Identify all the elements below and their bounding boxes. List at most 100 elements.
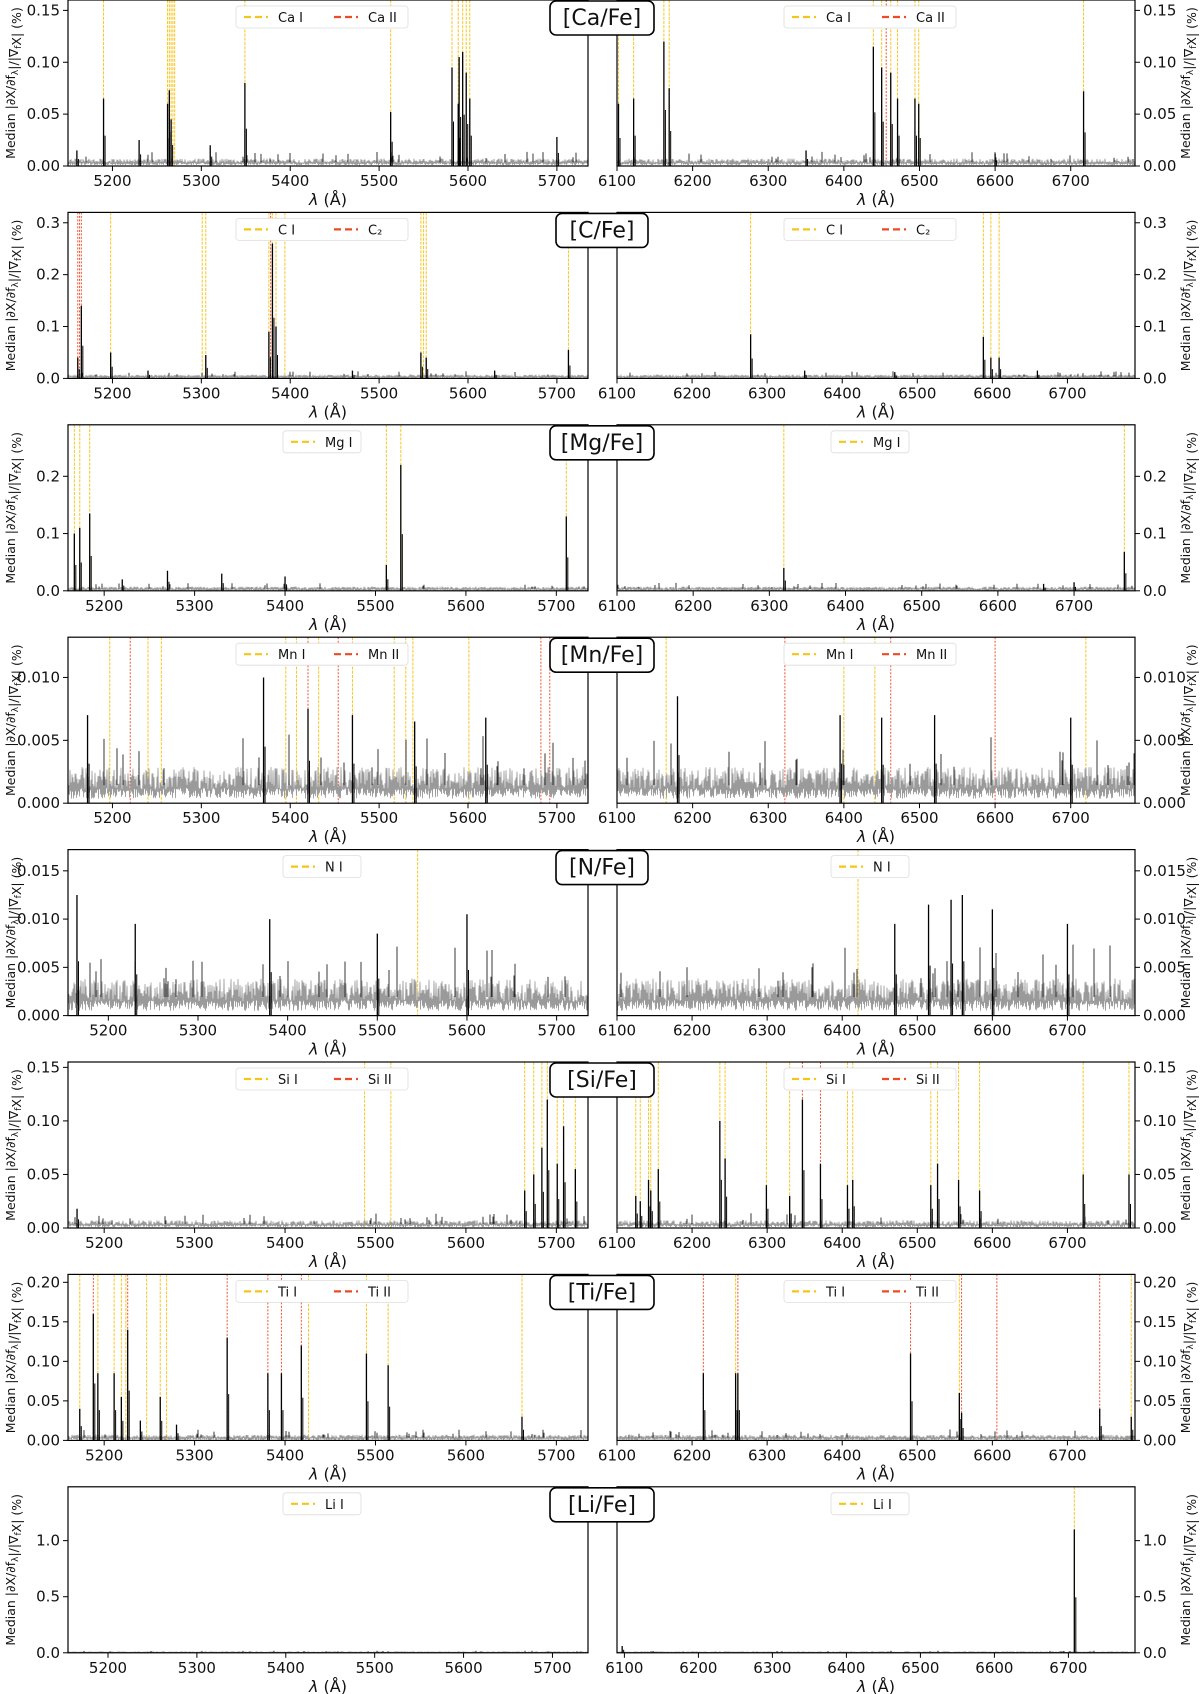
x-tick-label: 5700 [538, 1022, 576, 1040]
y-axis-label: Median |∂X/∂fλ|/|∇fX| (%) [1178, 1069, 1199, 1221]
x-tick-label: 6400 [826, 597, 864, 615]
x-tick-label: 5700 [537, 1446, 575, 1464]
signal-trace [641, 1650, 1095, 1653]
x-tick-label: 6200 [674, 597, 712, 615]
legend-box [783, 5, 957, 29]
legend-box [783, 217, 957, 241]
y-tick-label: 0.010 [1143, 668, 1186, 686]
y-tick-label: 0.00 [1143, 157, 1176, 175]
y-axis-label: Median |∂X/∂fλ|/|∇fX| (%) [1178, 220, 1199, 372]
x-tick-label: 6300 [748, 1234, 786, 1252]
panel-row-tife: 5200 5300 5400 5500 5600 5700 λ (Å) 0.00 0.05 0.1… [3, 1273, 1199, 1483]
panel-title-text: [Si/Fe] [567, 1068, 637, 1093]
x-tick-label: 6300 [750, 597, 788, 615]
x-axis-label: λ (Å) [308, 1040, 347, 1059]
x-tick-label: 5200 [89, 1022, 127, 1040]
x-tick-label: 6400 [825, 172, 863, 190]
y-tick-label: 0.10 [27, 1352, 60, 1370]
x-tick-label: 6200 [674, 172, 712, 190]
legend: Ca I Ca II [783, 5, 957, 29]
legend: Ti I Ti II [235, 1280, 409, 1303]
plot-area [68, 424, 588, 591]
legend-box [783, 642, 957, 666]
x-tick-label: 6600 [973, 1022, 1011, 1040]
plot-frame [67, 1061, 589, 1229]
plot-right: 6100 6200 6300 6400 6500 6600 6700 λ (Å) 0.00 0.0… [598, 1058, 1199, 1271]
x-axis-label: λ (Å) [308, 1252, 347, 1271]
panel-row-cfe: 5200 5300 5400 5500 5600 5700 λ (Å) 0.0 0.1 0.2 0.… [3, 211, 1199, 421]
noise-trace [68, 158, 588, 166]
plot-left: 5200 5300 5400 5500 5600 5700 λ (Å) 0.00 0.05 0.1… [3, 0, 589, 209]
x-tick-label: 5200 [85, 1234, 123, 1252]
y-tick-label: 0.00 [27, 1431, 60, 1449]
y-tick-label: 0.1 [36, 318, 60, 336]
x-tick-label: 6500 [901, 1659, 939, 1677]
legend-label: Si I [278, 1073, 298, 1088]
panel-title-text: [N/Fe] [569, 856, 635, 881]
legend-label: Ti II [367, 1285, 391, 1300]
x-tick-label: 6200 [673, 384, 711, 402]
x-tick-label: 6500 [898, 1022, 936, 1040]
plot-area [617, 212, 1135, 379]
legend-label: C₂ [916, 223, 930, 238]
x-tick-label: 5200 [85, 597, 123, 615]
x-tick-label: 6500 [900, 809, 938, 827]
y-tick-label: 0.000 [1143, 1007, 1186, 1025]
x-tick-label: 5600 [447, 597, 485, 615]
legend-label: N I [325, 861, 343, 876]
x-axis-label: λ (Å) [856, 190, 895, 209]
legend-label: Mg I [325, 436, 352, 451]
plot-left: 5200 5300 5400 5500 5600 5700 λ (Å) 0.000 0.005 0… [3, 636, 589, 846]
x-tick-label: 5600 [444, 1659, 482, 1677]
x-tick-label: 6100 [598, 1446, 636, 1464]
legend: Li I [830, 1492, 910, 1516]
y-tick-label: 0.005 [17, 731, 60, 749]
plot-frame [67, 0, 589, 167]
noise-trace [68, 585, 588, 591]
x-tick-label: 5200 [93, 809, 131, 827]
x-axis-label: λ (Å) [308, 190, 347, 209]
legend-box [235, 642, 409, 666]
y-tick-label: 0.00 [27, 1219, 60, 1237]
x-tick-label: 6700 [1048, 1446, 1086, 1464]
legend-label: C I [826, 223, 843, 238]
legend-label: Ca II [368, 11, 397, 26]
plot-frame [616, 0, 1136, 167]
y-tick-label: 0.000 [1143, 794, 1186, 812]
title-box [555, 212, 649, 249]
x-tick-label: 6700 [1052, 172, 1090, 190]
legend-box [235, 5, 409, 29]
y-tick-label: 0.0 [1143, 369, 1167, 387]
y-axis-label: Median |∂X/∂fλ|/|∇fX| (%) [3, 1494, 24, 1646]
y-axis-label: Median |∂X/∂fλ|/|∇fX| (%) [3, 1282, 24, 1434]
legend-box [783, 1067, 957, 1091]
y-tick-label: 0.05 [27, 1392, 60, 1410]
x-tick-label: 5700 [537, 597, 575, 615]
x-tick-label: 5500 [360, 384, 398, 402]
panel-title: [Mg/Fe] [549, 424, 655, 461]
x-tick-label: 6700 [1055, 597, 1093, 615]
x-tick-label: 5500 [356, 1659, 394, 1677]
x-tick-label: 5600 [448, 1022, 486, 1040]
panel-title-text: [Li/Fe] [568, 1493, 636, 1518]
plot-frame [616, 211, 1136, 379]
y-tick-label: 0.0 [36, 582, 60, 600]
legend-label: Ti II [915, 1285, 939, 1300]
y-tick-label: 0.005 [17, 958, 60, 976]
legend-box [235, 217, 409, 241]
x-tick-label: 6700 [1052, 809, 1090, 827]
x-tick-label: 6100 [598, 1022, 636, 1040]
y-axis-label: Median |∂X/∂fλ|/|∇fX| (%) [1178, 432, 1199, 584]
y-tick-label: 0.015 [1143, 862, 1186, 880]
legend-label: Ti I [825, 1285, 845, 1300]
y-tick-label: 0.20 [27, 1273, 60, 1291]
panel-title: [Mn/Fe] [549, 637, 655, 674]
y-tick-label: 0.010 [17, 910, 60, 928]
panel-title-text: [Mg/Fe] [561, 431, 644, 456]
y-tick-label: 0.10 [1143, 1112, 1176, 1130]
y-tick-label: 0.10 [1143, 53, 1176, 71]
y-tick-label: 1.0 [36, 1532, 60, 1550]
x-tick-label: 5300 [182, 384, 220, 402]
y-axis-label: Median |∂X/∂fλ|/|∇fX| (%) [1178, 857, 1199, 1009]
x-tick-label: 6600 [973, 1446, 1011, 1464]
